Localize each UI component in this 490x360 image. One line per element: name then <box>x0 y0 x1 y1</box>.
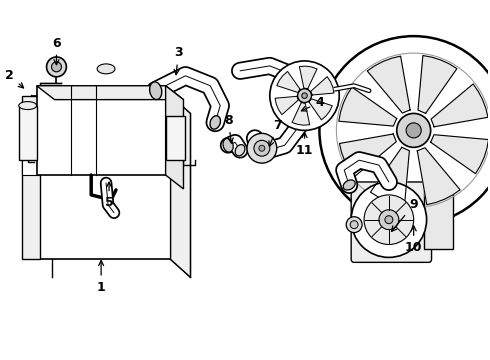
FancyBboxPatch shape <box>351 182 432 262</box>
Polygon shape <box>299 66 317 89</box>
Circle shape <box>270 61 339 130</box>
Polygon shape <box>431 84 488 127</box>
Bar <box>424 190 453 249</box>
Text: 8: 8 <box>224 114 233 143</box>
Text: 10: 10 <box>405 226 422 254</box>
Circle shape <box>302 93 307 98</box>
Ellipse shape <box>210 116 221 129</box>
Circle shape <box>350 221 358 229</box>
Circle shape <box>259 145 265 151</box>
Text: 4: 4 <box>301 96 324 111</box>
Bar <box>32 96 171 260</box>
Polygon shape <box>171 96 191 277</box>
Circle shape <box>254 140 270 156</box>
Circle shape <box>51 62 61 72</box>
Ellipse shape <box>235 145 245 156</box>
Text: 3: 3 <box>174 46 183 75</box>
Circle shape <box>47 57 66 77</box>
Ellipse shape <box>97 64 115 74</box>
Bar <box>37 86 166 175</box>
Circle shape <box>379 210 399 230</box>
Polygon shape <box>368 56 410 113</box>
Circle shape <box>406 123 421 138</box>
Circle shape <box>346 217 362 233</box>
Text: 11: 11 <box>296 132 313 157</box>
Circle shape <box>364 195 414 244</box>
Ellipse shape <box>343 180 355 190</box>
Ellipse shape <box>149 82 162 100</box>
Circle shape <box>397 113 431 147</box>
Text: 5: 5 <box>105 182 113 209</box>
Circle shape <box>319 36 490 225</box>
Polygon shape <box>431 135 489 174</box>
Text: 1: 1 <box>97 261 105 294</box>
Polygon shape <box>340 134 396 177</box>
Polygon shape <box>309 99 332 120</box>
Polygon shape <box>166 86 183 189</box>
Text: 7: 7 <box>269 119 282 147</box>
Bar <box>22 155 40 175</box>
Polygon shape <box>292 103 310 125</box>
Polygon shape <box>275 96 298 114</box>
Text: 9: 9 <box>392 198 418 231</box>
Ellipse shape <box>223 139 233 152</box>
Polygon shape <box>339 87 397 126</box>
Bar <box>22 96 40 260</box>
Polygon shape <box>370 147 409 205</box>
Text: 6: 6 <box>52 37 61 65</box>
Polygon shape <box>37 86 183 100</box>
Polygon shape <box>417 148 460 204</box>
Circle shape <box>247 133 277 163</box>
Circle shape <box>297 89 312 103</box>
Ellipse shape <box>19 102 37 109</box>
Text: 2: 2 <box>5 69 24 88</box>
Circle shape <box>385 216 393 224</box>
Bar <box>19 105 37 160</box>
Circle shape <box>351 182 427 257</box>
Bar <box>166 116 185 160</box>
Polygon shape <box>277 72 300 93</box>
Polygon shape <box>311 77 334 95</box>
Polygon shape <box>418 55 457 113</box>
